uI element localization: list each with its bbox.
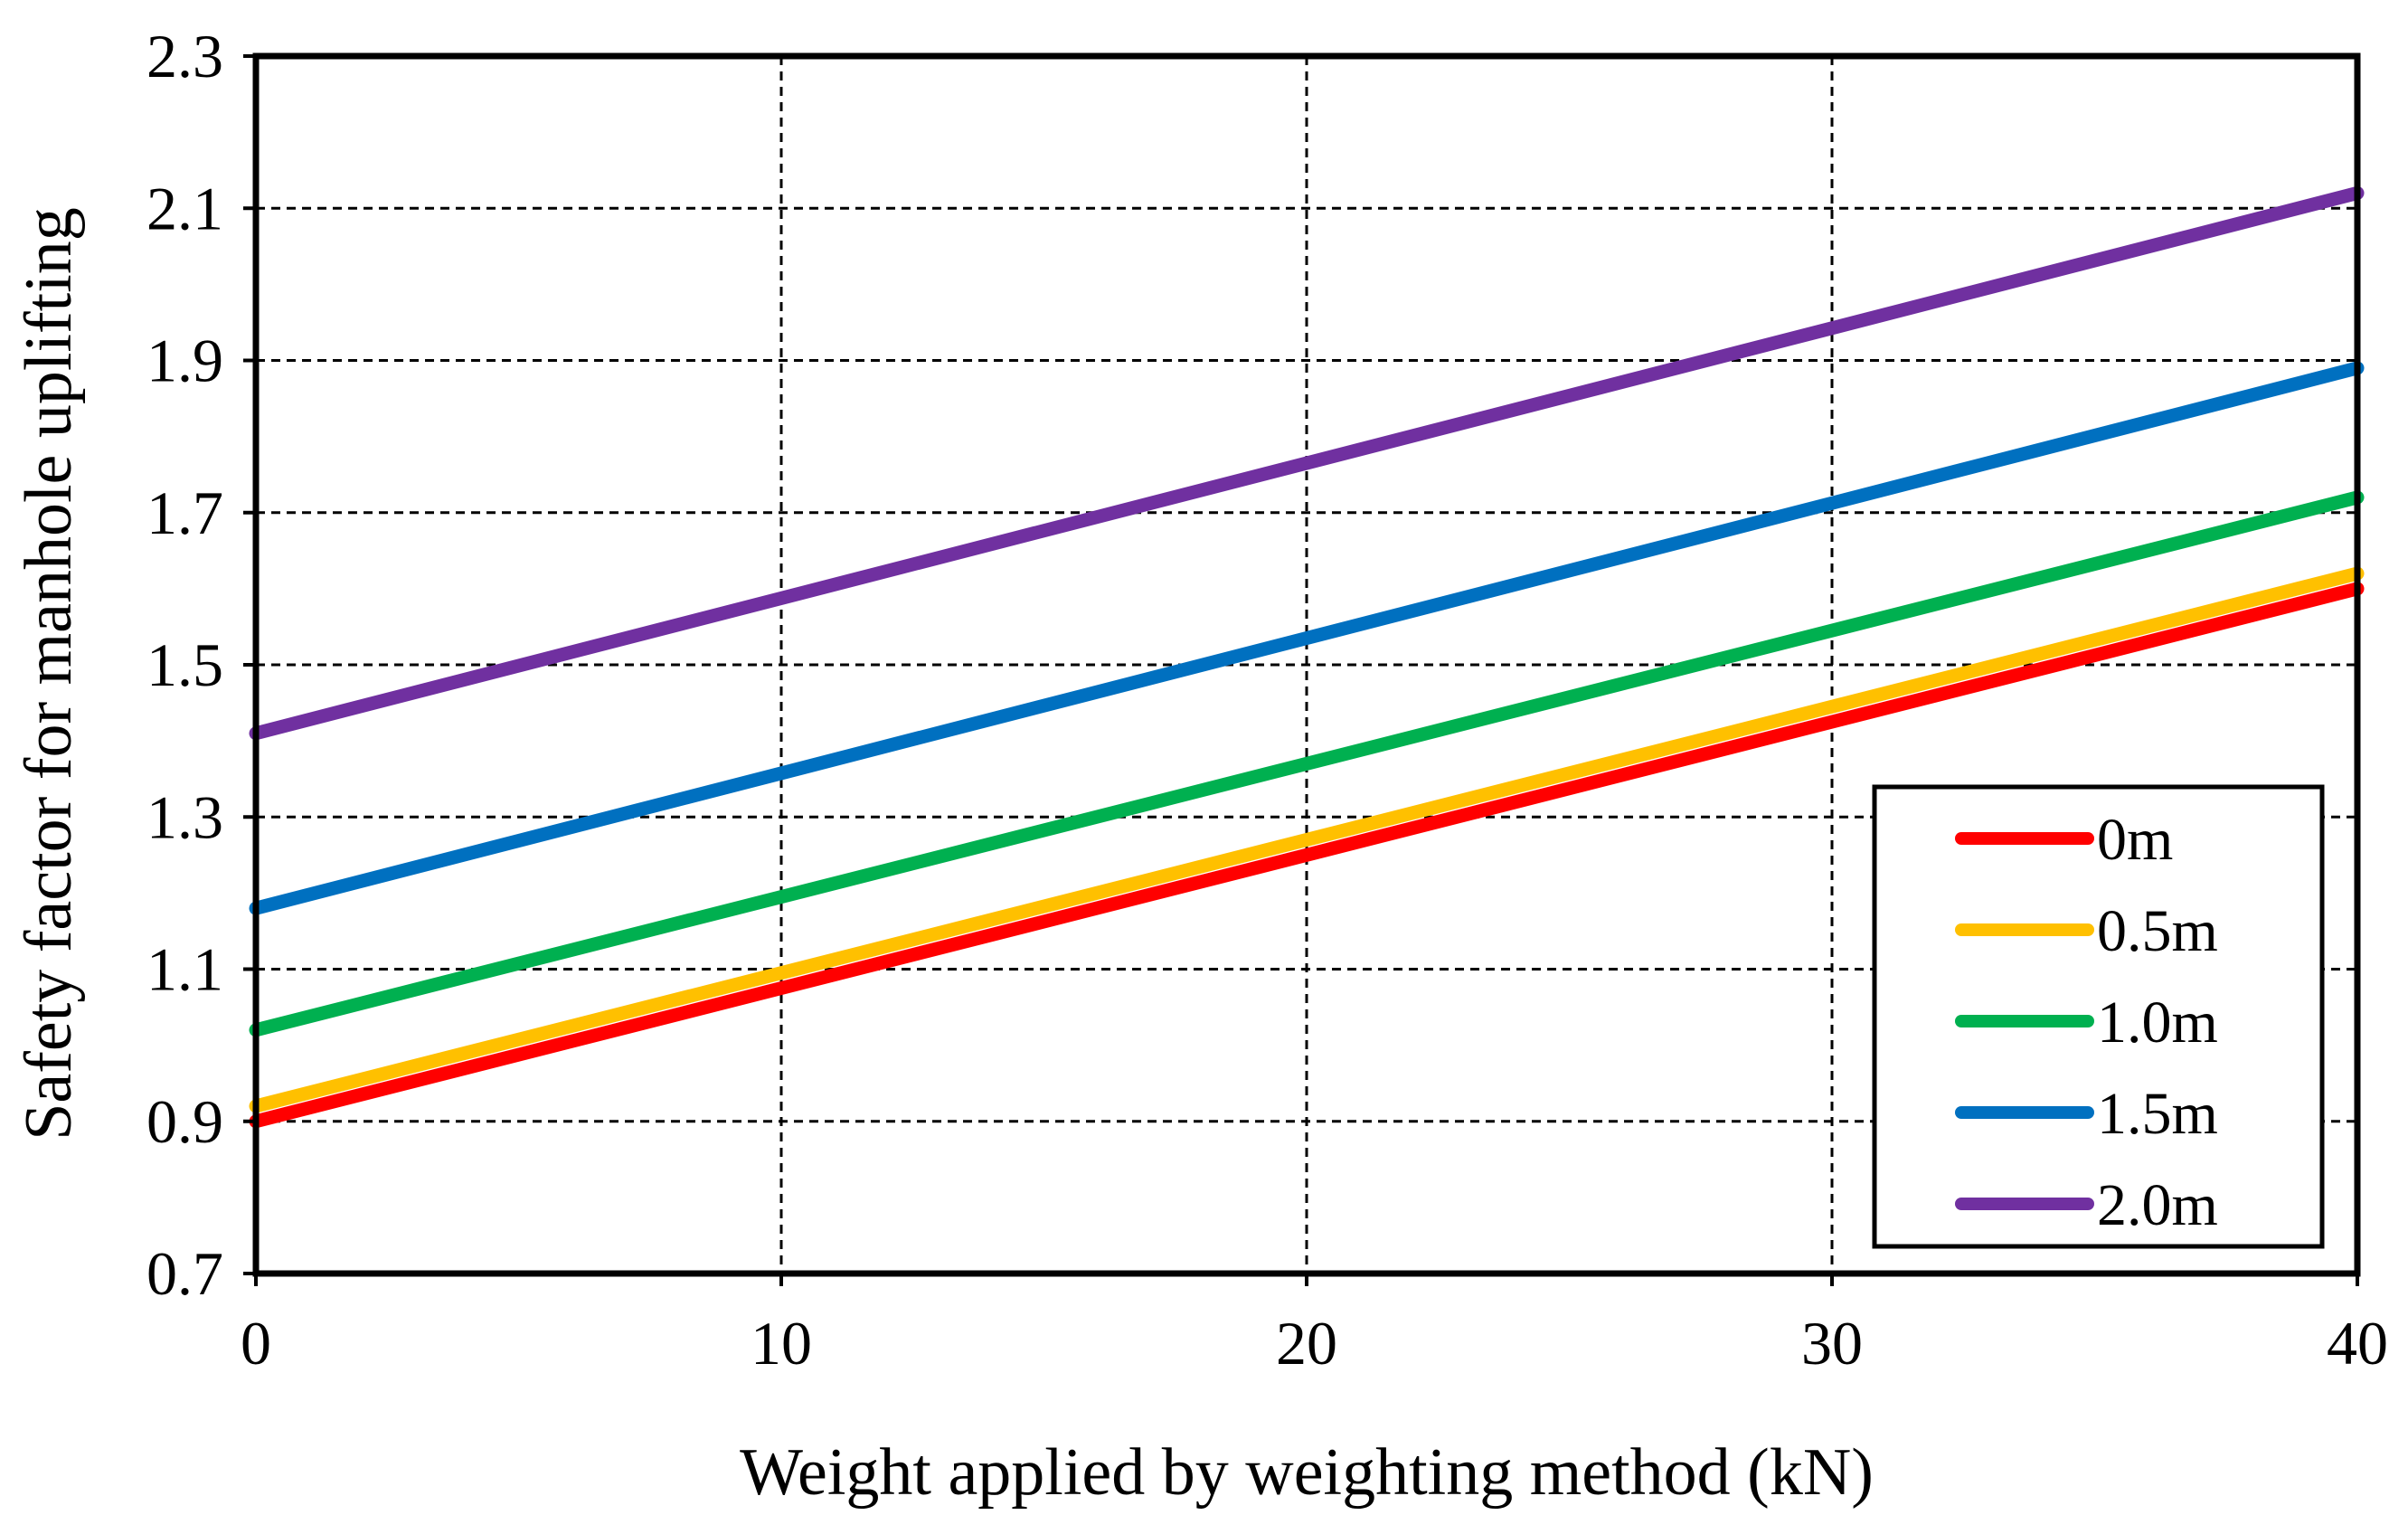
series-line-1-5m xyxy=(249,361,2365,915)
y-tick-label: 2.1 xyxy=(146,174,223,242)
x-tick-label: 30 xyxy=(1801,1309,1863,1378)
series-line-1-0m xyxy=(249,490,2365,1037)
legend-label: 1.5m xyxy=(2097,1081,2218,1147)
y-tick-label: 0.9 xyxy=(146,1087,223,1156)
legend-label: 1.0m xyxy=(2097,990,2218,1056)
y-axis-title: Safety factor for manhole uplifting xyxy=(12,207,86,1141)
series-line-0-5m xyxy=(249,566,2365,1113)
legend-box xyxy=(1872,784,2325,1249)
y-tick-label: 2.3 xyxy=(146,22,223,90)
y-tick-label: 1.1 xyxy=(146,935,223,1004)
y-tick-label: 1.9 xyxy=(146,327,223,395)
y-tick-label: 1.7 xyxy=(146,478,223,547)
x-axis-ticks: 0 10 20 30 40 xyxy=(241,1274,2388,1378)
series-line-0m xyxy=(249,582,2365,1129)
series-line-2-0m xyxy=(249,185,2365,741)
x-tick-label: 40 xyxy=(2327,1309,2388,1378)
x-tick-label: 0 xyxy=(241,1309,271,1378)
x-tick-label: 20 xyxy=(1276,1309,1337,1378)
y-tick-label: 0.7 xyxy=(146,1239,223,1308)
y-tick-label: 1.3 xyxy=(146,782,223,851)
legend: 0m 0.5m 1.0m 1.5m 2.0m xyxy=(1872,784,2325,1249)
x-tick-label: 10 xyxy=(751,1309,812,1378)
y-axis-ticks: 0.7 0.9 1.1 1.3 1.5 1.7 1.9 2.1 2.3 xyxy=(146,22,256,1308)
legend-label: 0m xyxy=(2097,807,2173,873)
x-axis-title: Weight applied by weighting method (kN) xyxy=(740,1435,1874,1510)
legend-label: 2.0m xyxy=(2097,1172,2218,1238)
legend-label: 0.5m xyxy=(2097,898,2218,964)
series-lines xyxy=(249,185,2365,1129)
y-tick-label: 1.5 xyxy=(146,630,223,699)
grid-lines xyxy=(256,56,2357,1274)
